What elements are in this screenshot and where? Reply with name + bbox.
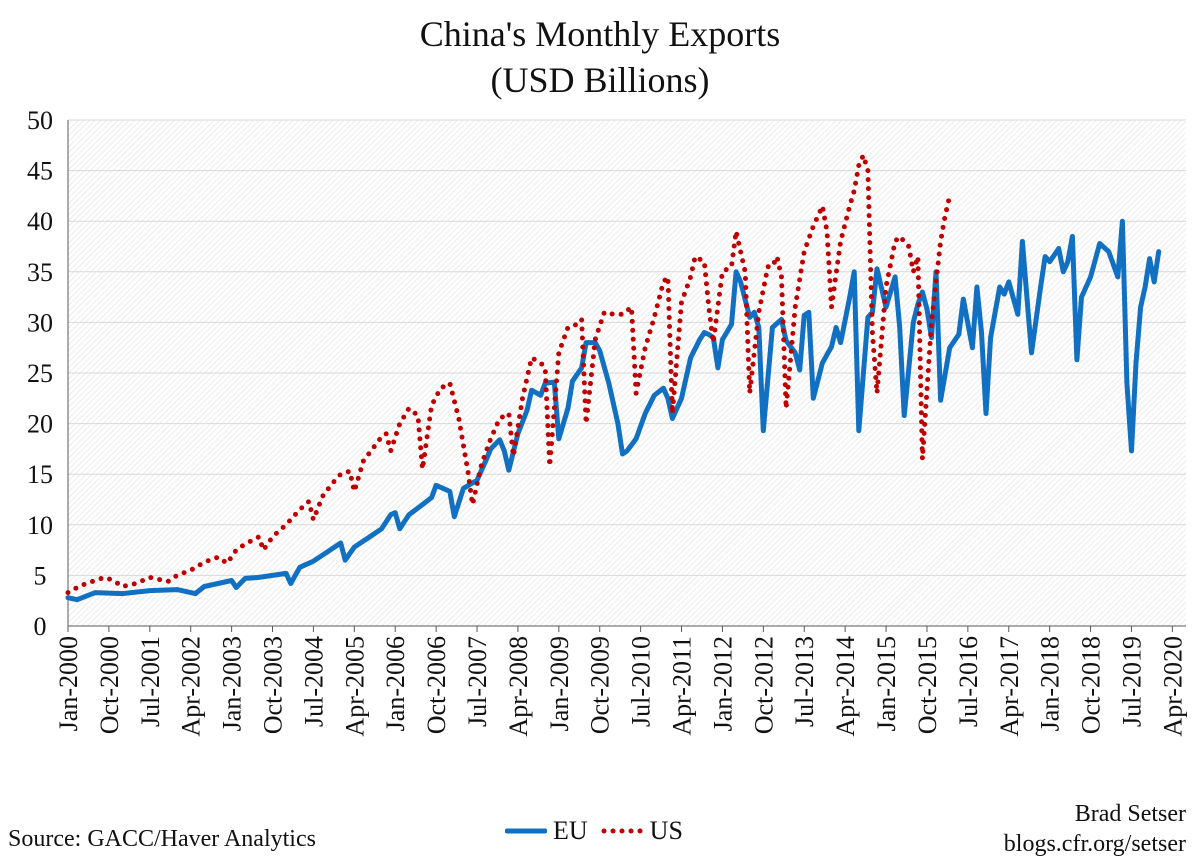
x-tick-label: Jul-2001 [136, 636, 165, 727]
x-tick-label: Apr-2005 [340, 636, 369, 737]
x-tick-label: Jul-2010 [627, 636, 656, 727]
legend-us: US [600, 816, 683, 846]
x-tick-label: Apr-2008 [504, 636, 533, 737]
x-tick-label: Apr-2011 [668, 636, 697, 736]
legend-eu: EU [505, 816, 588, 846]
x-tick-label: Jan-2009 [545, 636, 574, 731]
y-tick-label: 0 [34, 612, 47, 641]
legend-us-label: US [649, 816, 683, 845]
x-tick-label: Oct-2006 [422, 636, 451, 734]
series-line-eu [65, 218, 1162, 603]
y-tick-label: 5 [34, 561, 47, 590]
x-tick-label: Jul-2007 [463, 636, 492, 727]
y-tick-label: 30 [27, 308, 53, 337]
x-tick-label: Jul-2016 [954, 636, 983, 727]
x-tick-label: Jul-2019 [1117, 636, 1146, 727]
y-tick-label: 40 [27, 207, 53, 236]
y-tick-label: 25 [27, 359, 53, 388]
x-tick-label: Jan-2015 [872, 636, 901, 731]
legend-us-swatch [601, 828, 644, 834]
x-tick-label: Jul-2004 [299, 636, 328, 727]
x-tick-label: Apr-2002 [177, 636, 206, 737]
x-tick-label: Jan-2000 [54, 636, 83, 731]
y-tick-label: 10 [27, 511, 53, 540]
y-tick-label: 45 [27, 157, 53, 186]
legend-eu-label: EU [553, 816, 588, 845]
legend: EU US [505, 816, 683, 846]
x-tick-label: Oct-2015 [913, 636, 942, 734]
x-tick-label: Apr-2014 [831, 636, 860, 737]
y-tick-label: 20 [27, 410, 53, 439]
x-tick-label: Oct-2000 [95, 636, 124, 734]
credit: Brad Setser blogs.cfr.org/setser [1004, 799, 1186, 859]
x-tick-label: Oct-2003 [259, 636, 288, 734]
x-tick-label: Oct-2009 [586, 636, 615, 734]
chart-title-line2: (USD Billions) [490, 60, 710, 100]
series-line-us [65, 148, 953, 596]
x-tick-label: Jul-2013 [790, 636, 819, 727]
legend-eu-swatch [505, 828, 547, 834]
credit-url: blogs.cfr.org/setser [1003, 831, 1186, 857]
x-tick-label: Oct-2012 [749, 636, 778, 734]
x-tick-label: Jan-2018 [1036, 636, 1065, 731]
credit-name: Brad Setser [1074, 801, 1186, 827]
chart-title-line1: China's Monthly Exports [419, 14, 781, 54]
x-tick-label: Oct-2018 [1077, 636, 1106, 734]
x-tick-label: Jan-2012 [708, 636, 737, 731]
y-tick-label: 15 [27, 460, 53, 489]
x-tick-label: Apr-2020 [1158, 636, 1187, 737]
x-tick-label: Jan-2006 [381, 636, 410, 731]
y-tick-label: 50 [27, 106, 53, 135]
x-tick-label: Jan-2003 [218, 636, 247, 731]
source-note: Source: GACC/Haver Analytics [8, 826, 316, 852]
y-tick-label: 35 [27, 258, 53, 287]
x-tick-label: Apr-2017 [995, 636, 1024, 737]
